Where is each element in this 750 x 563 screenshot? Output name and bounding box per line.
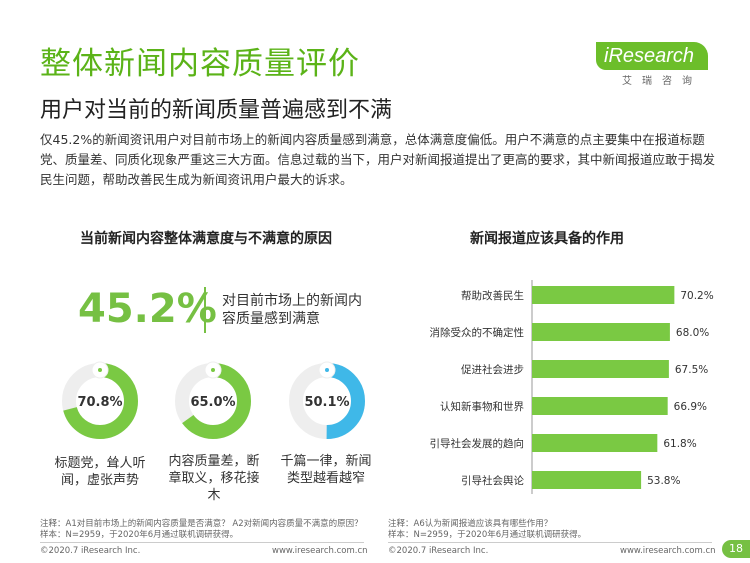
bar-6 [532,471,642,489]
bar-value-label-2: 68.0% [676,327,709,339]
right-footer-line [388,542,712,543]
logo-cn-text: 艾瑞咨询 [622,76,702,87]
bar-3 [532,360,669,378]
satisfaction-desc: 对目前市场上的新闻内容质量感到满意 [222,293,362,327]
bar-category-label-2: 消除受众的不确定性 [430,326,525,339]
left-note-1: 注释：A1对目前市场上的新闻内容质量是否满意？ A2对新闻内容质量不满意的原因？ [40,519,363,529]
satisfaction-divider [204,287,206,333]
page-subtitle: 用户对当前的新闻质量普遍感到不满 [40,98,393,123]
donut-arc-2 [175,363,251,439]
bar-value-label-5: 61.8% [663,438,696,450]
bar-1 [532,286,675,304]
left-section-title: 当前新闻内容整体满意度与不满意的原因 [80,231,332,247]
donut-value-1: 70.8% [77,395,122,410]
right-copyright: ©2020.7 iResearch Inc. [388,546,489,556]
bar-5 [532,434,658,452]
left-website: www.iresearch.com.cn [272,546,368,556]
donut-marker-dot-2 [211,368,215,372]
left-copyright: ©2020.7 iResearch Inc. [40,546,141,556]
donut-value-3: 50.1% [304,395,349,410]
iresearch-logo: iResearch 艾瑞咨询 [596,42,708,88]
donut-label-2: 内容质量差，断章取义，移花接木 [168,454,260,503]
bar-value-label-1: 70.2% [680,290,713,302]
donut-label-1: 标题党，耸人听闻，虚张声势 [54,456,146,488]
left-footer-line [40,542,364,543]
right-note-2: 样本：N=2959，于2020年6月通过联机调研获得。 [388,530,587,540]
bar-2 [532,323,670,341]
bar-value-label-4: 66.9% [674,401,707,413]
donut-marker-dot-1 [98,368,102,372]
donut-marker-2 [204,361,222,379]
bar-category-label-6: 引导社会舆论 [461,474,524,487]
satisfaction-value: 45.2% [78,286,217,332]
bar-category-label-1: 帮助改善民生 [461,289,524,302]
intro-paragraph: 仅45.2%的新闻资讯用户对目前市场上的新闻内容质量感到满意，总体满意度偏低。用… [40,132,716,187]
donut-value-2: 65.0% [190,395,235,410]
bar-value-label-6: 53.8% [647,475,680,487]
right-website: www.iresearch.com.cn [620,546,716,556]
donut-track-2 [175,363,251,439]
donut-marker-dot-3 [325,368,329,372]
donut-track-3 [289,363,365,439]
bar-category-label-5: 引导社会发展的趋向 [430,437,525,450]
left-note-2: 样本：N=2959，于2020年6月通过联机调研获得。 [40,530,239,540]
logo-wordmark: iResearch [596,42,708,70]
bar-4 [532,397,668,415]
donut-track-1 [62,363,138,439]
bar-value-label-3: 67.5% [675,364,708,376]
right-section-title: 新闻报道应该具备的作用 [470,231,624,247]
donut-marker-3 [318,361,336,379]
donut-label-3: 千篇一律，新闻类型越看越窄 [280,454,372,486]
donut-arc-1 [62,363,138,439]
bar-category-label-3: 促进社会进步 [461,363,524,376]
donut-arc-3 [289,363,365,439]
right-note-1: 注释：A6认为新闻报道应该具有哪些作用？ [388,519,553,529]
page-title: 整体新闻内容质量评价 [40,46,360,82]
bar-category-label-4: 认知新事物和世界 [440,400,524,413]
page-number: 18 [722,540,750,558]
donut-marker-1 [91,361,109,379]
